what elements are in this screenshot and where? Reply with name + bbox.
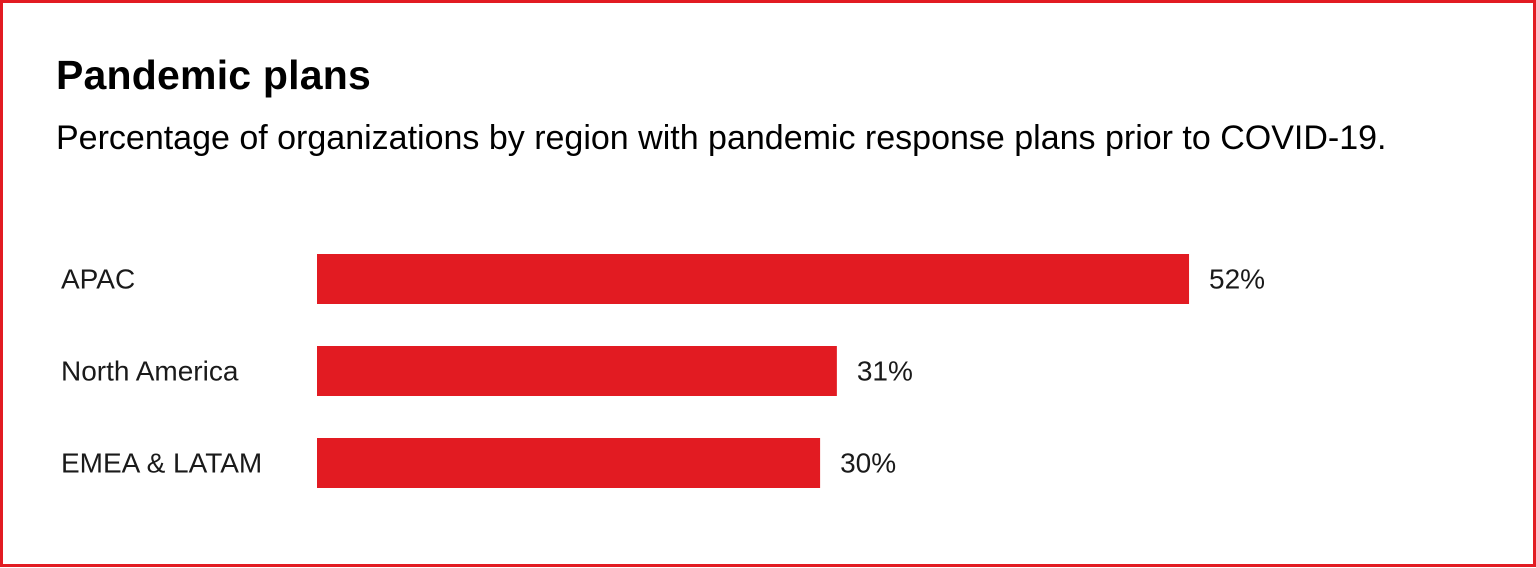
bars-group: APAC 52% North America 31% EMEA & LATAM 30% bbox=[61, 254, 1265, 488]
category-label: North America bbox=[61, 356, 239, 387]
chart-subtitle: Percentage of organizations by region wi… bbox=[56, 119, 1387, 157]
bar bbox=[317, 254, 1190, 304]
value-label: 52% bbox=[1209, 264, 1265, 295]
chart-title: Pandemic plans bbox=[56, 52, 371, 98]
bar bbox=[317, 346, 837, 396]
value-label: 30% bbox=[840, 448, 896, 479]
category-label: APAC bbox=[61, 264, 135, 295]
category-label: EMEA & LATAM bbox=[61, 448, 262, 479]
value-label: 31% bbox=[857, 356, 913, 387]
bar bbox=[317, 438, 821, 488]
